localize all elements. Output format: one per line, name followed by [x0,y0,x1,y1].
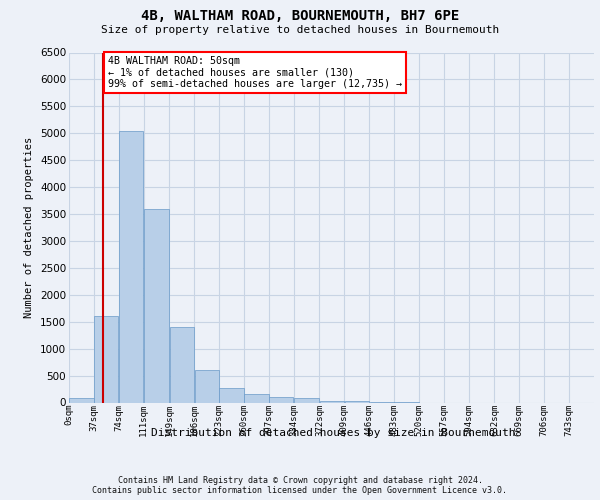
Bar [170,327,194,402]
Bar [194,370,219,402]
Y-axis label: Number of detached properties: Number of detached properties [25,137,34,318]
Bar [269,397,293,402]
Bar [144,208,169,402]
Text: Size of property relative to detached houses in Bournemouth: Size of property relative to detached ho… [101,25,499,35]
Bar [244,394,269,402]
Bar [119,130,143,402]
Bar [94,316,118,402]
Bar [70,398,94,402]
Text: Contains HM Land Registry data © Crown copyright and database right 2024.
Contai: Contains HM Land Registry data © Crown c… [92,476,508,495]
Bar [320,401,344,402]
Text: 4B WALTHAM ROAD: 50sqm
← 1% of detached houses are smaller (130)
99% of semi-det: 4B WALTHAM ROAD: 50sqm ← 1% of detached … [108,56,402,90]
Text: 4B, WALTHAM ROAD, BOURNEMOUTH, BH7 6PE: 4B, WALTHAM ROAD, BOURNEMOUTH, BH7 6PE [141,9,459,23]
Bar [294,398,319,402]
Bar [220,388,244,402]
Text: Distribution of detached houses by size in Bournemouth: Distribution of detached houses by size … [151,428,515,438]
